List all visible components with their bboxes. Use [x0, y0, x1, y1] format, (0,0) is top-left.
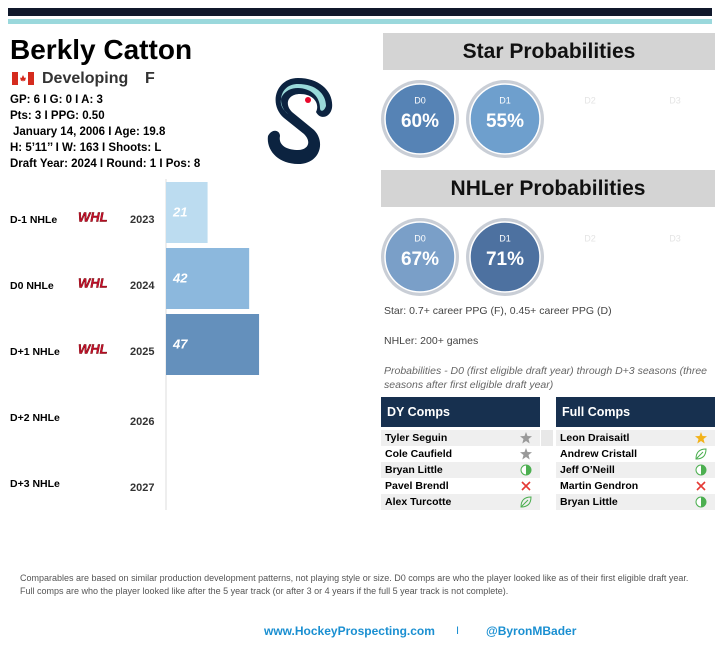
leaf-icon [520, 496, 532, 508]
note: Star: 0.7+ career PPG (F), 0.45+ career … [384, 305, 612, 317]
note: NHLer: 200+ games [384, 335, 479, 347]
table-header: DY Comps [381, 397, 540, 427]
comp-name: Andrew Cristall [560, 448, 638, 460]
comp-row: Alex Turcotte [381, 494, 540, 510]
comp-row: Leon Draisaitl [556, 430, 715, 446]
comp-name: Martin Gendron [560, 480, 639, 492]
row-label: D+1 NHLe [10, 346, 60, 358]
row-label: D-1 NHLe [10, 214, 57, 226]
website-link[interactable]: www.HockeyProspecting.com [264, 624, 435, 638]
nhler-header: NHLer Probabilities [381, 170, 715, 207]
row-label: D+2 NHLe [10, 412, 60, 424]
full-comps: Full Comps Leon Draisaitl Andrew Cristal… [556, 397, 715, 510]
row-label: D0 NHLe [10, 280, 54, 292]
comp-name: Pavel Brendl [385, 480, 449, 492]
comp-name: Bryan Little [560, 496, 618, 508]
half-icon [695, 464, 707, 476]
bar-label: 47 [172, 336, 188, 351]
stat-line: GP: 6 I G: 0 I A: 3 [10, 94, 103, 106]
bar-label: 42 [172, 270, 188, 285]
comp-name: Bryan Little [385, 464, 443, 476]
prob-circle [384, 221, 456, 293]
nhle-chart: D-1 NHLe 2023 WHL 21 D0 NHLe 2024 WHL 42 D+1 NHL… [10, 179, 260, 510]
comp-row: Tyler Seguin [381, 430, 540, 446]
accent-bar [8, 19, 712, 24]
year-label: 2024 [130, 280, 155, 292]
comp-row: Martin Gendron [556, 478, 715, 494]
position: F [145, 70, 155, 87]
comp-name: Jeff O’Neill [560, 464, 615, 476]
prob-label: D1 [499, 233, 511, 243]
prob-value: 67% [401, 249, 439, 270]
stat-line: January 14, 2006 I Age: 19.8 [13, 126, 166, 138]
status: Developing [42, 70, 129, 87]
half-icon [695, 496, 707, 508]
star-circles: D0 60% D1 55% D2 D3 [381, 80, 681, 158]
separator: I [456, 625, 460, 637]
stat-line: H: 5’11’’ I W: 163 I Shoots: L [10, 142, 162, 154]
comp-row: Bryan Little [381, 462, 540, 478]
bar [166, 182, 208, 243]
star-icon [520, 432, 532, 444]
prob-circle [469, 221, 541, 293]
prob-value: 60% [401, 111, 439, 132]
prob-label: D2 [584, 233, 596, 243]
team-logo [267, 78, 333, 164]
stat-line: Draft Year: 2024 I Round: 1 I Pos: 8 [10, 158, 201, 170]
divider [541, 430, 553, 446]
x-icon [696, 481, 706, 491]
table-header: Full Comps [556, 397, 715, 427]
league-logo: WHL [78, 341, 108, 356]
star-icon [520, 448, 532, 460]
handle-link[interactable]: @ByronMBader [486, 624, 577, 638]
league-logo: WHL [78, 209, 108, 224]
prob-circle [469, 83, 541, 155]
prob-circle [384, 83, 456, 155]
prob-value: 71% [486, 249, 524, 270]
player-name: Berkly Catton [10, 34, 193, 65]
comp-name: Tyler Seguin [385, 432, 448, 444]
comp-name: Cole Caufield [385, 448, 453, 460]
comp-name: Leon Draisaitl [560, 432, 630, 444]
note: Probabilities - D0 (first eligible draft… [384, 365, 708, 391]
star-icon [695, 432, 707, 444]
bar [166, 314, 260, 375]
comp-row: Bryan Little [556, 494, 715, 510]
half-icon [520, 464, 532, 476]
star-header: Star Probabilities [383, 33, 715, 70]
x-icon [521, 481, 531, 491]
prob-value: 55% [486, 111, 524, 132]
year-label: 2027 [130, 482, 154, 494]
top-bar [8, 8, 712, 16]
comp-row: Andrew Cristall [556, 446, 715, 462]
prob-label: D0 [414, 95, 426, 105]
leaf-icon [695, 448, 707, 460]
comp-row: Pavel Brendl [381, 478, 540, 494]
bar-label: 21 [172, 204, 187, 219]
prob-label: D2 [584, 95, 596, 105]
comp-row: Jeff O’Neill [556, 462, 715, 478]
flag [12, 72, 34, 85]
prob-label: D3 [669, 95, 681, 105]
dy-comps: DY Comps Tyler Seguin Cole Caufield Brya… [381, 397, 540, 510]
comp-row: Cole Caufield [381, 446, 540, 462]
prob-label: D3 [669, 233, 681, 243]
prob-label: D1 [499, 95, 511, 105]
stat-line: Pts: 3 I PPG: 0.50 [10, 110, 105, 122]
nhler-circles: D0 67% D1 71% D2 D3 [381, 218, 681, 296]
year-label: 2023 [130, 214, 154, 226]
stats: GP: 6 I G: 0 I A: 3 Pts: 3 I PPG: 0.50 J… [10, 92, 200, 172]
league-logo: WHL [78, 275, 108, 290]
prob-label: D0 [414, 233, 426, 243]
bar [166, 248, 250, 309]
year-label: 2026 [130, 416, 154, 428]
footer-note: Comparables are based on similar product… [20, 573, 689, 596]
year-label: 2025 [130, 346, 154, 358]
row-label: D+3 NHLe [10, 478, 60, 490]
comp-name: Alex Turcotte [385, 496, 452, 508]
